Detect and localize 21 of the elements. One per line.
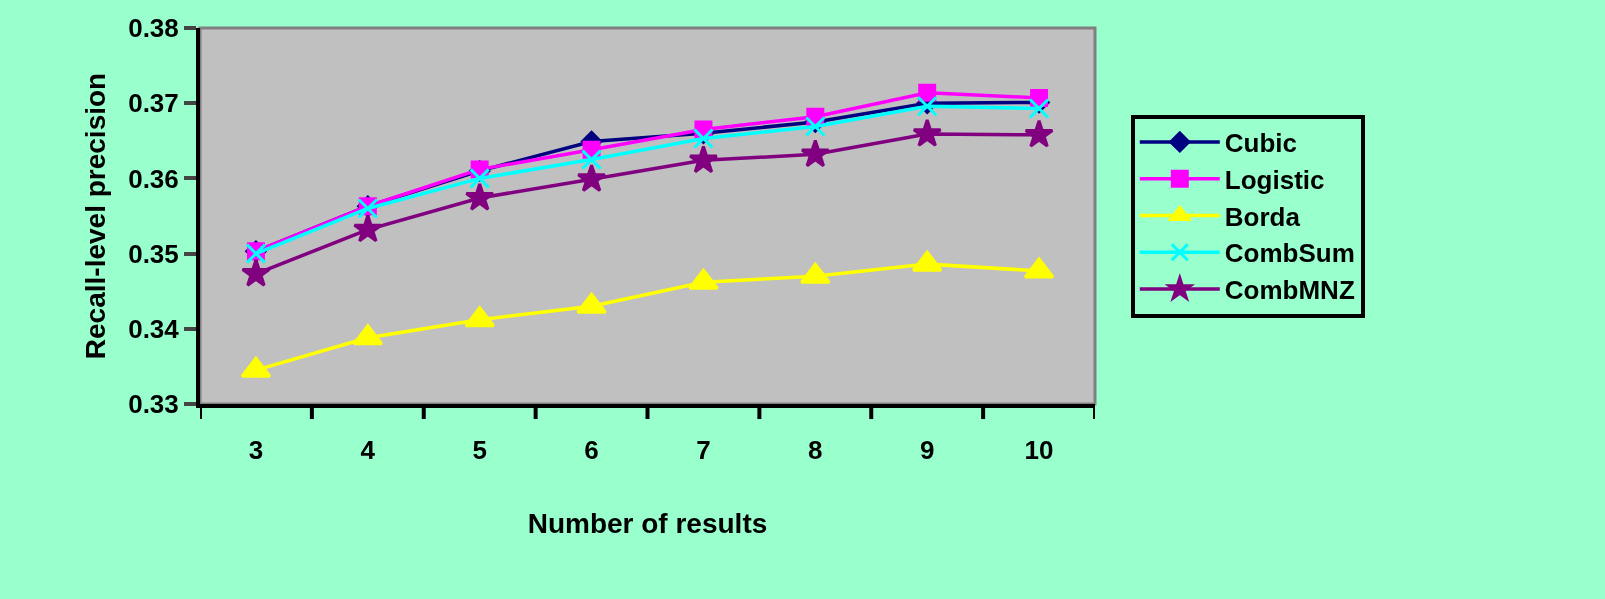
x-tick-label: 4 xyxy=(360,435,376,466)
x-tick-label: 7 xyxy=(696,435,711,466)
y-tick-label: 0.38 xyxy=(128,13,179,44)
y-axis-title: Recall-level precision xyxy=(80,72,112,360)
x-axis-title: Number of results xyxy=(527,507,768,539)
x-tick-label: 6 xyxy=(584,435,599,466)
legend-label: Borda xyxy=(1224,201,1301,232)
x-tick-label: 9 xyxy=(919,435,935,466)
legend-label: CombMNZ xyxy=(1224,275,1355,306)
legend-label: Logistic xyxy=(1224,164,1325,195)
y-tick-label: 0.36 xyxy=(128,163,179,194)
x-tick-label: 10 xyxy=(1024,435,1054,466)
x-tick-label: 3 xyxy=(248,435,264,466)
legend-label: CombSum xyxy=(1224,238,1355,269)
x-tick-label: 8 xyxy=(808,435,823,466)
x-tick-label: 5 xyxy=(472,435,487,466)
y-tick-label: 0.35 xyxy=(128,238,179,269)
y-tick-label: 0.34 xyxy=(128,313,180,344)
y-tick-label: 0.33 xyxy=(128,389,179,420)
legend-label: Cubic xyxy=(1224,128,1298,159)
y-tick-label: 0.37 xyxy=(128,88,179,119)
